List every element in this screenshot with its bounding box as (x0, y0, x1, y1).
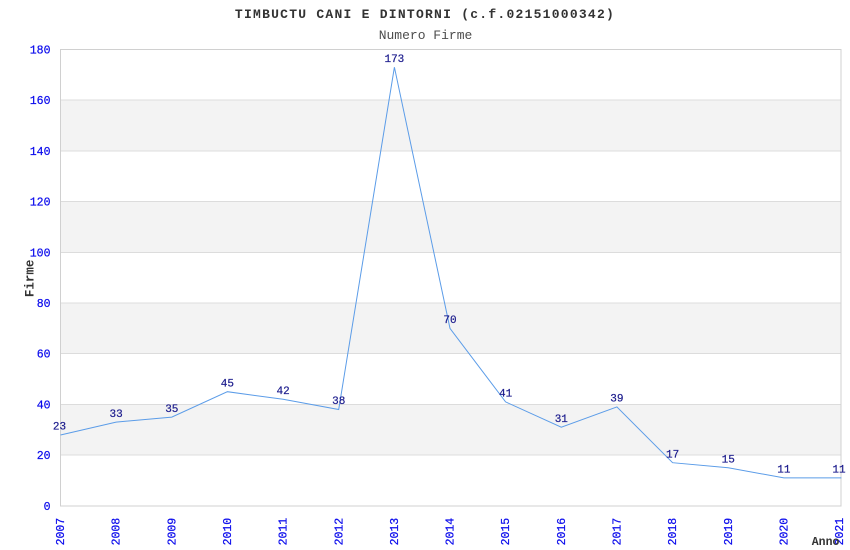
svg-text:2021: 2021 (834, 518, 847, 546)
svg-text:Numero Firme: Numero Firme (379, 28, 473, 43)
svg-text:2009: 2009 (166, 518, 179, 546)
svg-text:2018: 2018 (667, 518, 680, 546)
svg-text:140: 140 (30, 146, 51, 159)
svg-text:31: 31 (555, 414, 569, 426)
svg-text:TIMBUCTU CANI E DINTORNI (c.f.: TIMBUCTU CANI E DINTORNI (c.f.0215100034… (235, 7, 615, 22)
svg-text:33: 33 (109, 409, 122, 421)
svg-text:2020: 2020 (779, 518, 792, 546)
svg-text:160: 160 (30, 95, 51, 108)
svg-text:45: 45 (221, 378, 234, 390)
svg-text:2007: 2007 (55, 518, 68, 546)
svg-text:0: 0 (44, 501, 51, 514)
svg-text:17: 17 (666, 449, 679, 461)
svg-text:2014: 2014 (445, 518, 458, 546)
svg-text:2017: 2017 (612, 518, 625, 546)
svg-text:Firme: Firme (24, 260, 38, 298)
svg-text:Anno: Anno (812, 536, 840, 549)
svg-text:15: 15 (722, 455, 735, 467)
svg-text:42: 42 (276, 386, 289, 398)
svg-text:60: 60 (37, 349, 51, 362)
svg-text:2010: 2010 (222, 518, 235, 546)
svg-text:2013: 2013 (389, 518, 402, 546)
svg-text:2015: 2015 (500, 518, 513, 546)
svg-text:70: 70 (443, 315, 456, 327)
svg-text:180: 180 (30, 45, 51, 58)
svg-text:20: 20 (37, 450, 51, 463)
svg-text:35: 35 (165, 404, 178, 416)
svg-text:39: 39 (610, 394, 623, 406)
svg-text:80: 80 (37, 298, 51, 311)
svg-text:120: 120 (30, 197, 51, 210)
svg-text:38: 38 (332, 396, 345, 408)
svg-text:100: 100 (30, 247, 51, 260)
svg-text:41: 41 (499, 389, 513, 401)
svg-text:11: 11 (777, 465, 791, 477)
svg-text:11: 11 (832, 465, 846, 477)
svg-text:173: 173 (384, 54, 404, 66)
svg-text:2016: 2016 (556, 518, 569, 546)
svg-text:2012: 2012 (333, 518, 346, 546)
svg-text:40: 40 (37, 399, 51, 412)
svg-text:2011: 2011 (278, 518, 291, 546)
svg-text:2019: 2019 (723, 518, 736, 546)
svg-text:2008: 2008 (111, 518, 124, 546)
svg-text:23: 23 (53, 422, 66, 434)
